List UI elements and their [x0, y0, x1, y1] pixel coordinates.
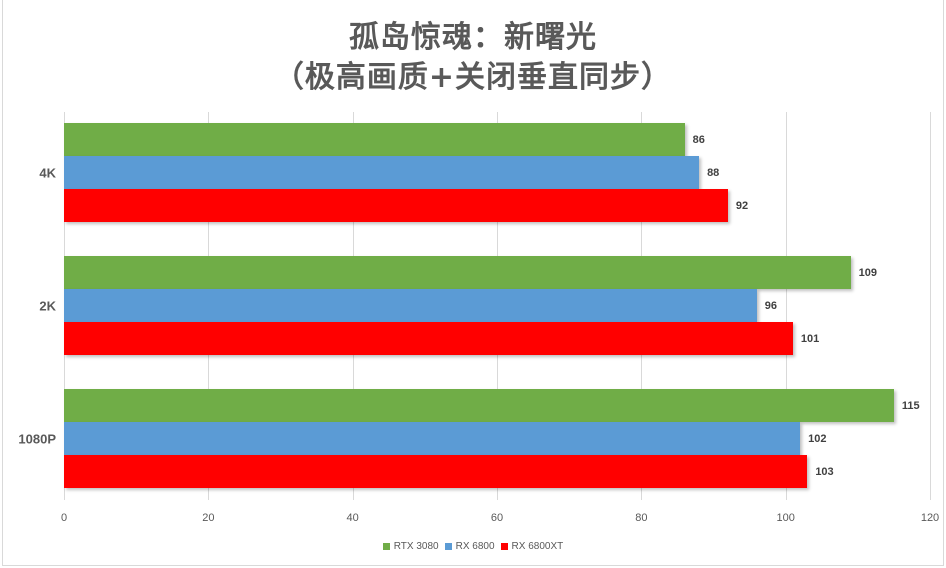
x-tick-label: 120 — [920, 512, 940, 524]
legend-item[interactable]: RX 6800 — [444, 541, 495, 552]
legend-item[interactable]: RX 6800XT — [500, 541, 564, 552]
legend: RTX 3080 RX 6800 RX 6800XT — [0, 541, 946, 552]
legend-item[interactable]: RTX 3080 — [382, 541, 439, 552]
legend-label: RTX 3080 — [393, 541, 439, 552]
chart-title: 孤岛惊魂：新曙光 — [349, 20, 597, 55]
legend-label: RX 6800 — [455, 541, 495, 552]
gridline — [785, 112, 787, 500]
legend-label: RX 6800XT — [511, 541, 564, 552]
data-label: 102 — [808, 432, 827, 445]
legend-swatch-icon — [444, 543, 452, 550]
x-tick-label: 0 — [60, 512, 68, 524]
x-tick-label: 20 — [202, 512, 215, 524]
bar[interactable] — [64, 156, 700, 189]
data-label: 88 — [707, 166, 720, 179]
bar[interactable] — [64, 289, 757, 322]
x-tick-label: 100 — [776, 512, 795, 524]
chart-subtitle: （极高画质+关闭垂直同步） — [273, 60, 673, 95]
gridline — [930, 112, 931, 500]
category-label: 4K — [39, 165, 56, 180]
data-label: 92 — [735, 199, 749, 212]
data-label: 96 — [764, 299, 778, 312]
category-label: 1080P — [18, 431, 56, 446]
x-tick-label: 80 — [635, 512, 648, 524]
bar[interactable] — [64, 455, 808, 488]
bar[interactable] — [64, 189, 728, 222]
bar[interactable] — [64, 256, 851, 289]
bar[interactable] — [64, 389, 894, 422]
x-tick-label: 40 — [346, 512, 359, 524]
data-label: 103 — [815, 465, 834, 478]
data-label: 115 — [901, 399, 920, 412]
x-tick-label: 60 — [490, 512, 504, 524]
data-label: 101 — [800, 332, 820, 345]
legend-swatch-icon — [500, 543, 508, 550]
bar[interactable] — [64, 123, 685, 156]
bar[interactable] — [64, 322, 793, 355]
data-label: 86 — [692, 133, 705, 146]
bar[interactable] — [64, 422, 801, 455]
legend-swatch-icon — [382, 543, 390, 550]
category-label: 2K — [39, 298, 56, 313]
data-label: 109 — [858, 266, 877, 279]
